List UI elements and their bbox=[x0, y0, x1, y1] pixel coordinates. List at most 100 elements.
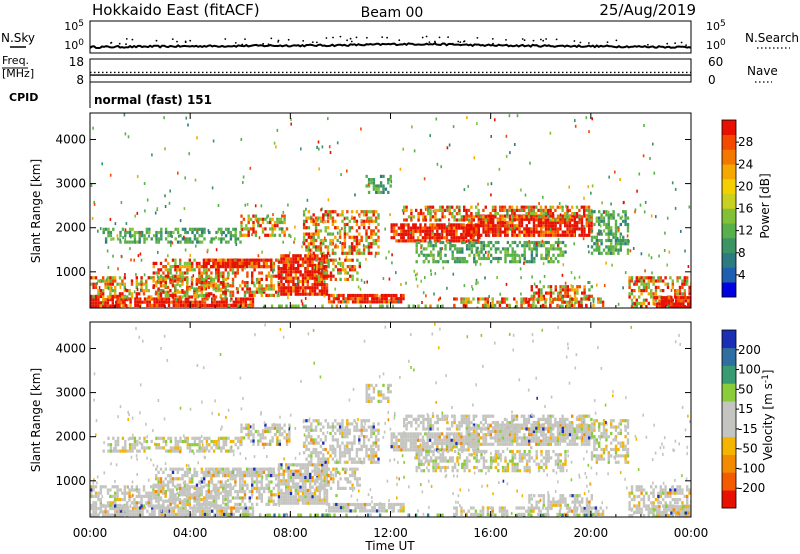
power-cell bbox=[220, 227, 223, 231]
power-cell bbox=[426, 236, 429, 240]
power-scatter bbox=[518, 254, 521, 258]
power-cell bbox=[370, 178, 373, 182]
power-cell bbox=[610, 232, 613, 236]
noise-search-point bbox=[287, 38, 290, 41]
power-cell bbox=[160, 237, 163, 241]
power-cell bbox=[633, 295, 636, 299]
velocity-cell bbox=[188, 496, 191, 500]
velocity-cell bbox=[299, 463, 302, 467]
power-cell bbox=[307, 232, 311, 236]
power-cell bbox=[638, 301, 641, 305]
power-cell bbox=[276, 220, 279, 225]
velocity-cell bbox=[152, 504, 155, 508]
velocity-cell bbox=[215, 486, 218, 490]
power-cell bbox=[600, 242, 603, 246]
power-cell bbox=[297, 283, 300, 287]
power-cell bbox=[461, 250, 464, 254]
velocity-cell bbox=[200, 490, 203, 494]
power-cell bbox=[671, 279, 674, 283]
power-cell bbox=[565, 300, 569, 304]
velocity-cell bbox=[287, 498, 290, 502]
power-scatter bbox=[391, 261, 393, 265]
power-cell bbox=[341, 248, 344, 252]
velocity-cell bbox=[285, 433, 289, 437]
power-cell bbox=[313, 263, 317, 267]
power-cell bbox=[160, 297, 163, 301]
power-cell bbox=[449, 240, 452, 245]
power-cell bbox=[282, 286, 285, 290]
velocity-cell bbox=[270, 480, 273, 484]
power-cell bbox=[374, 238, 378, 243]
power-cell bbox=[301, 260, 305, 264]
velocity-cell bbox=[238, 470, 242, 474]
power-cell bbox=[94, 285, 98, 289]
power-cell bbox=[317, 268, 321, 272]
power-cell bbox=[551, 300, 554, 304]
power-cell bbox=[317, 265, 321, 269]
velocity-cell bbox=[269, 442, 272, 446]
power-cell bbox=[322, 238, 325, 243]
power-scatter bbox=[549, 228, 552, 231]
power-cell bbox=[549, 291, 553, 295]
power-cell bbox=[441, 304, 444, 308]
power-cell bbox=[130, 292, 134, 296]
power-cell bbox=[482, 244, 486, 248]
power-cell bbox=[158, 297, 161, 301]
velocity-cell bbox=[237, 506, 240, 510]
power-scatter bbox=[628, 279, 630, 283]
power-cell bbox=[205, 274, 208, 278]
power-scatter bbox=[336, 231, 339, 235]
power-cell bbox=[181, 265, 184, 269]
noise-search-point bbox=[241, 44, 244, 46]
velocity-cell bbox=[146, 509, 149, 513]
power-cell bbox=[462, 236, 465, 240]
power-cell bbox=[610, 229, 613, 233]
power-cell bbox=[370, 219, 373, 223]
power-cell bbox=[355, 222, 359, 227]
power-scatter bbox=[569, 224, 571, 228]
power-cell bbox=[392, 293, 396, 298]
velocity-cell bbox=[174, 499, 177, 503]
power-cell bbox=[489, 220, 492, 225]
power-cell bbox=[530, 240, 534, 245]
power-cell bbox=[404, 232, 408, 237]
power-cell bbox=[246, 281, 249, 285]
power-cell bbox=[157, 281, 160, 285]
power-scatter bbox=[105, 278, 108, 282]
power-scatter bbox=[588, 281, 591, 284]
power-cell bbox=[354, 297, 357, 301]
velocity-cell bbox=[285, 466, 288, 470]
power-cell bbox=[229, 268, 232, 272]
power-cell bbox=[229, 258, 232, 262]
power-cell bbox=[467, 297, 470, 301]
power-cell bbox=[583, 208, 586, 212]
velocity-cell bbox=[195, 499, 199, 503]
power-cell bbox=[573, 230, 576, 234]
power-cell bbox=[232, 234, 235, 238]
power-cell bbox=[255, 258, 258, 262]
power-cell bbox=[246, 271, 249, 275]
power-cell bbox=[441, 212, 444, 216]
velocity-cell bbox=[124, 509, 127, 513]
power-cell bbox=[353, 235, 356, 239]
velocity-cell bbox=[147, 491, 150, 495]
power-cell bbox=[90, 298, 93, 302]
velocity-cell bbox=[260, 477, 263, 481]
power-cell bbox=[94, 304, 98, 308]
power-cell bbox=[456, 247, 459, 251]
power-cell bbox=[334, 251, 337, 255]
power-cell bbox=[99, 289, 102, 293]
power-cell bbox=[336, 213, 339, 217]
power-cell bbox=[559, 227, 562, 231]
power-cell bbox=[203, 303, 207, 307]
power-cell bbox=[260, 293, 263, 297]
power-cell bbox=[458, 250, 462, 254]
power-scatter bbox=[666, 263, 668, 267]
power-cell bbox=[294, 270, 297, 274]
power-cell bbox=[446, 208, 449, 212]
power-cell bbox=[232, 303, 235, 307]
velocity-cell bbox=[151, 512, 154, 516]
power-cell bbox=[207, 285, 210, 289]
power-cell bbox=[314, 232, 318, 236]
power-cell bbox=[402, 293, 405, 298]
